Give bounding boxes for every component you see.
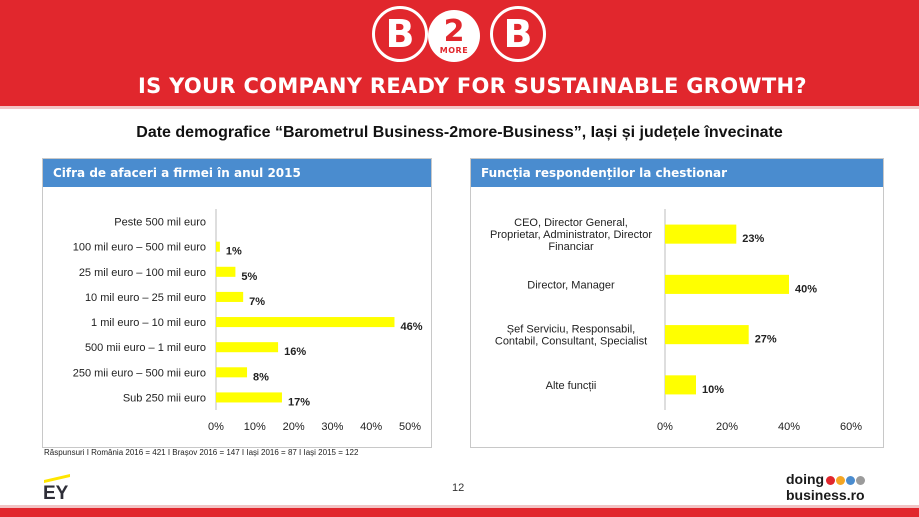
chart1-tick-label: 20% — [716, 421, 738, 433]
turnover-chart: Peste 500 mil euro 100 mil euro – 500 mil… — [73, 209, 423, 433]
logo-b-left: B — [372, 6, 428, 62]
panel-function: Funcția respondenților la chestionar CEO… — [470, 158, 884, 448]
chart1-bar — [665, 325, 749, 345]
chart1-category-label: Financiar — [548, 241, 594, 253]
chart1-category-label: Alte funcții — [546, 380, 597, 392]
chart1-category-label: Proprietar, Administrator, Director — [490, 229, 652, 241]
chart0-category-label: Sub 250 mii euro — [123, 392, 206, 404]
chart1-category-label: CEO, Director General, — [514, 217, 628, 229]
chart0-category-label: 100 mil euro – 500 mil euro — [73, 242, 206, 254]
chart1-category-label: Director, Manager — [527, 279, 615, 291]
db-logo-dot — [846, 475, 856, 485]
footnote: Răspunsuri I România 2016 = 421 I Brașov… — [44, 448, 359, 457]
chart1-data-label: 27% — [755, 334, 777, 346]
panel-turnover: Cifra de afaceri a firmei în anul 2015 P… — [42, 158, 432, 448]
logo-b-left-letter: B — [385, 12, 415, 56]
ey-logo-text: EY — [43, 483, 69, 500]
chart1-category-label: Contabil, Consultant, Specialist — [495, 336, 647, 348]
chart0-bar — [216, 392, 282, 403]
chart0-data-label: 5% — [241, 271, 257, 283]
chart1-bar — [665, 224, 737, 244]
function-chart: CEO, Director General,Proprietar, Admini… — [490, 209, 862, 433]
page-title: Date demografice “Barometrul Business-2m… — [136, 124, 783, 141]
chart0-data-label: 7% — [249, 296, 265, 308]
chart1-data-label: 23% — [742, 233, 764, 245]
chart0-category-label: 250 mii euro – 500 mii euro — [73, 367, 206, 379]
logo-b-right-letter: B — [503, 12, 533, 56]
chart0-category-label: Peste 500 mil euro — [114, 217, 206, 229]
logo-two: 2 — [443, 14, 465, 49]
chart0-data-label: 1% — [226, 246, 242, 258]
chart0-data-label: 17% — [288, 396, 310, 408]
chart0-category-label: 500 mii euro – 1 mil euro — [85, 342, 206, 354]
logo-more: MORE — [439, 46, 469, 55]
chart0-tick-label: 0% — [208, 421, 224, 433]
chart0-bar — [216, 291, 244, 302]
chart1-category-label: Șef Serviciu, Responsabil, — [507, 324, 635, 336]
chart0-bar — [216, 241, 220, 252]
chart1-tick-label: 60% — [840, 421, 862, 433]
db-logo-line2: business.ro — [786, 486, 865, 503]
footer-stripe — [0, 505, 919, 508]
chart0-bar — [216, 317, 395, 328]
chart0-tick-label: 40% — [360, 421, 382, 433]
headline: IS YOUR COMPANY READY FOR SUSTAINABLE GR… — [138, 74, 807, 98]
chart0-category-label: 25 mil euro – 100 mil euro — [79, 267, 206, 279]
logo-b-right: B — [490, 6, 546, 62]
db-logo-dot — [836, 475, 846, 485]
doingbusiness-logo: doing business.ro — [786, 472, 886, 504]
page-number: 12 — [452, 482, 465, 494]
chart0-tick-label: 30% — [321, 421, 343, 433]
panel-function-title: Funcția respondenților la chestionar — [471, 159, 883, 187]
chart0-bar — [216, 342, 279, 353]
db-logo-dot — [856, 475, 866, 485]
chart0-category-label: 10 mil euro – 25 mil euro — [85, 292, 206, 304]
chart0-tick-label: 20% — [283, 421, 305, 433]
chart0-bar — [216, 367, 248, 378]
db-logo-line1: doing — [786, 471, 825, 487]
chart0-tick-label: 50% — [399, 421, 421, 433]
header-stripe — [0, 106, 919, 109]
chart1-data-label: 40% — [795, 283, 817, 295]
chart1-data-label: 10% — [702, 384, 724, 396]
ey-logo: EY — [43, 474, 70, 500]
footer-bar — [0, 508, 919, 517]
chart0-data-label: 8% — [253, 371, 269, 383]
chart0-category-label: 1 mil euro – 10 mil euro — [91, 317, 206, 329]
db-logo-dot — [826, 475, 836, 485]
ey-logo-beam — [44, 474, 70, 483]
chart1-tick-label: 40% — [778, 421, 800, 433]
chart0-bar — [216, 266, 236, 277]
chart1-bar — [665, 274, 789, 294]
chart0-data-label: 16% — [284, 346, 306, 358]
panel-turnover-title: Cifra de afaceri a firmei în anul 2015 — [43, 159, 431, 187]
db-logo-dots — [826, 473, 866, 488]
logo-2more: 2 MORE — [428, 10, 480, 62]
chart1-bar — [665, 375, 696, 395]
chart0-data-label: 46% — [400, 321, 422, 333]
chart1-tick-label: 0% — [657, 421, 673, 433]
chart0-tick-label: 10% — [244, 421, 266, 433]
